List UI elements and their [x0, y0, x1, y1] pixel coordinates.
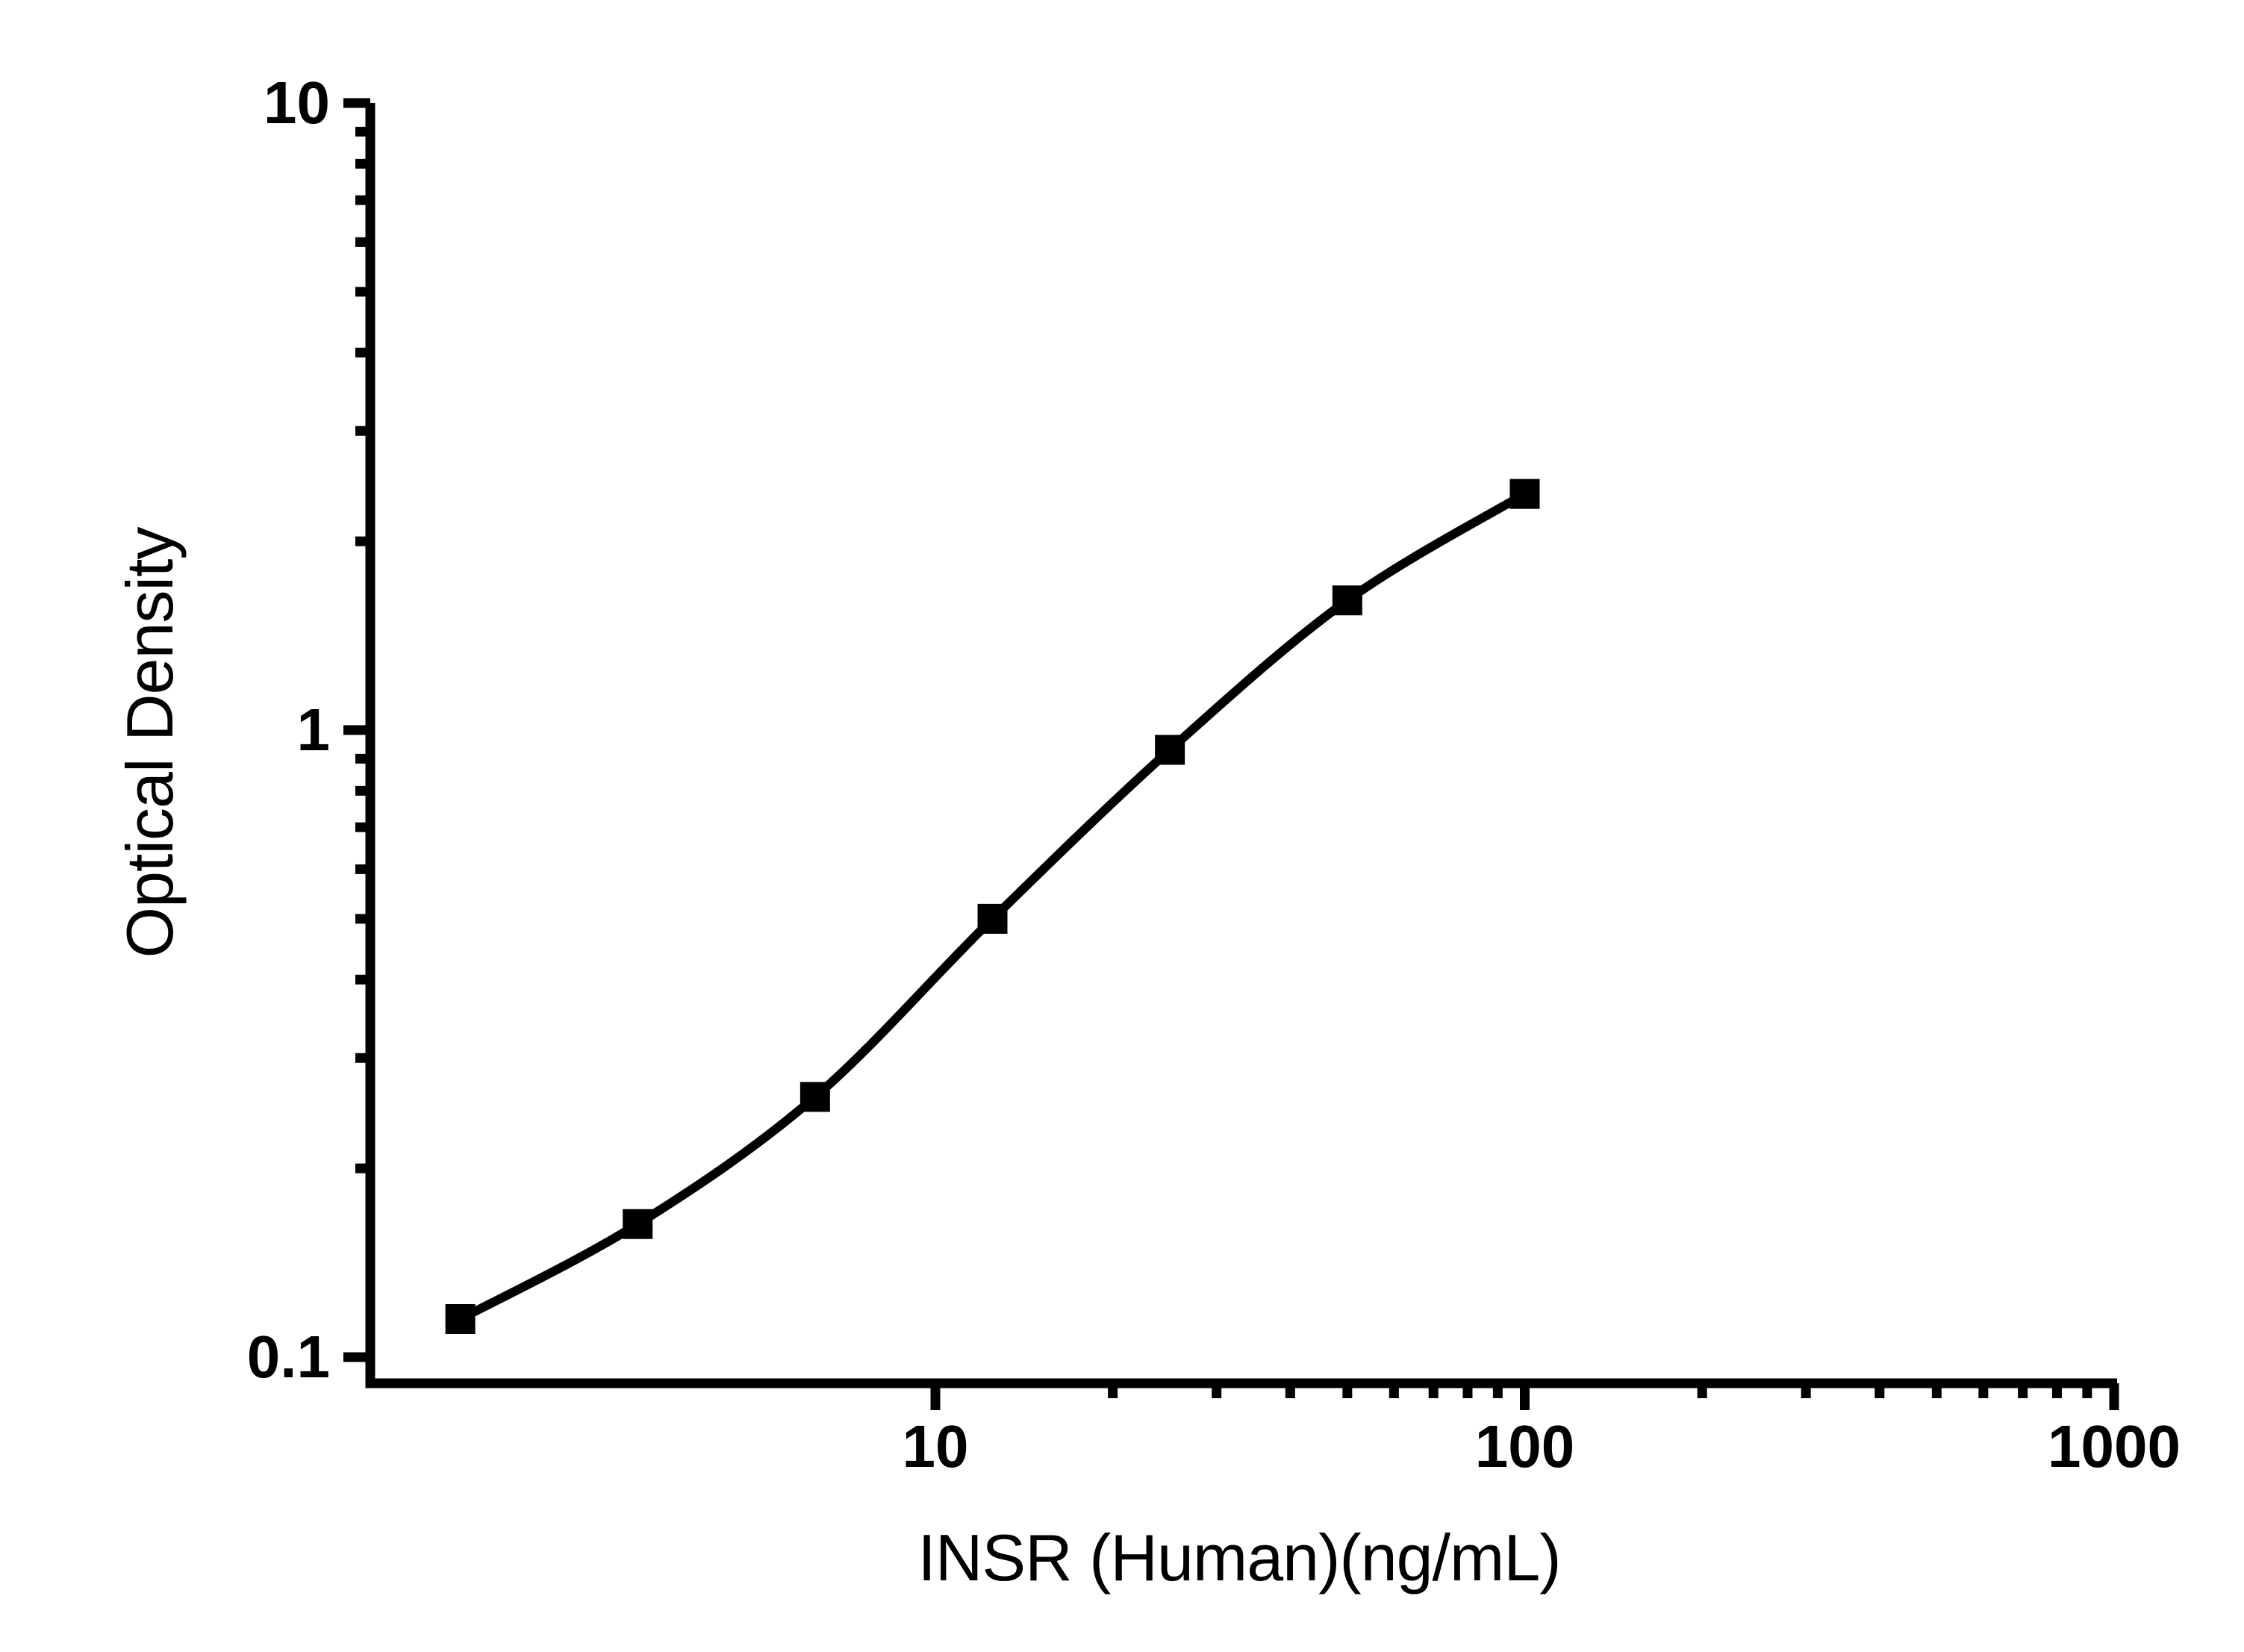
- x-axis-title: INSR (Human)(ng/mL): [917, 1521, 1560, 1595]
- data-point-marker: [445, 1304, 476, 1335]
- data-point-marker: [623, 1209, 653, 1239]
- x-tick-label: 100: [1475, 1413, 1574, 1480]
- data-point-marker: [1155, 735, 1185, 765]
- axis-spine: [365, 103, 2117, 1388]
- y-tick-label: 10: [264, 69, 330, 136]
- data-point-marker: [1509, 479, 1540, 509]
- x-tick-label: 10: [903, 1413, 969, 1480]
- y-tick-label: 1: [297, 696, 331, 763]
- data-point-marker: [800, 1082, 830, 1112]
- y-axis-title: Optical Density: [113, 527, 187, 959]
- data-point-marker: [1332, 585, 1362, 616]
- x-tick-label: 1000: [2048, 1413, 2181, 1480]
- data-point-marker: [977, 903, 1008, 934]
- y-tick-label: 0.1: [247, 1324, 330, 1390]
